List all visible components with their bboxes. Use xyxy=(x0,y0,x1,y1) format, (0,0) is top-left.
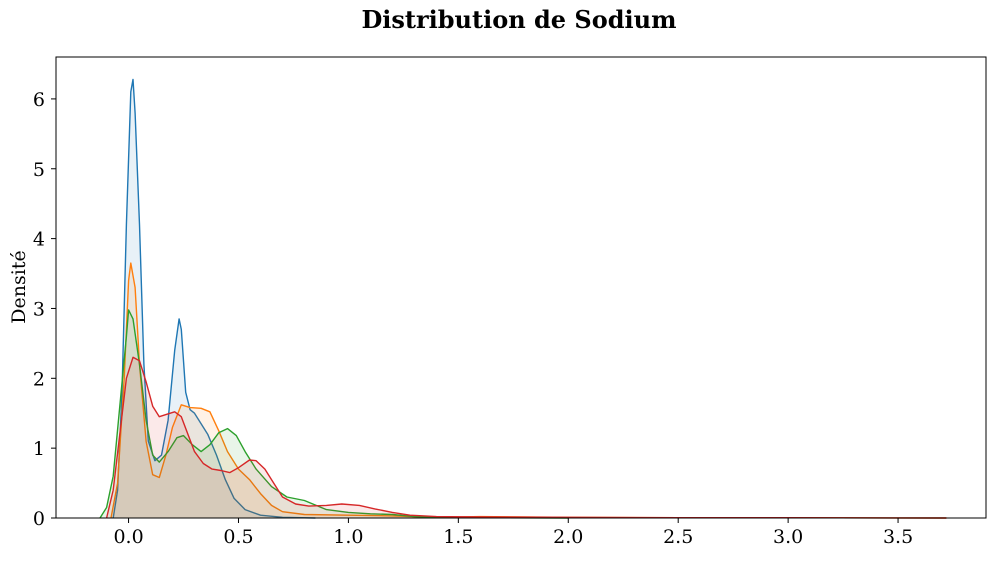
x-tick-label: 0.0 xyxy=(113,526,143,548)
series-3-area xyxy=(100,309,569,518)
x-tick-label: 2.5 xyxy=(663,526,693,548)
y-axis: 0 1 2 3 4 5 6 xyxy=(33,89,56,530)
x-tick-label: 3.0 xyxy=(773,526,803,548)
y-tick-label: 2 xyxy=(33,368,45,390)
x-tick-label: 3.5 xyxy=(883,526,913,548)
series-4-area xyxy=(106,357,947,518)
x-tick-label: 0.5 xyxy=(223,526,253,548)
x-axis: 0.0 0.5 1.0 1.5 2.0 2.5 3.0 3.5 xyxy=(113,518,913,548)
chart-title: Distribution de Sodium xyxy=(361,5,676,34)
y-tick-label: 0 xyxy=(33,508,45,530)
y-tick-label: 1 xyxy=(33,438,45,460)
y-tick-label: 5 xyxy=(33,159,45,181)
series-layer xyxy=(99,78,947,519)
x-tick-label: 2.0 xyxy=(553,526,583,548)
series-1-line xyxy=(112,78,316,519)
series-3-line xyxy=(99,309,569,519)
series-2-area xyxy=(111,263,947,518)
series-4-line xyxy=(105,356,947,519)
y-tick-label: 6 xyxy=(33,89,45,111)
x-tick-label: 1.5 xyxy=(443,526,473,548)
series-1-area xyxy=(113,79,316,519)
x-tick-label: 1.0 xyxy=(333,526,363,548)
y-axis-label: Densité xyxy=(8,250,30,323)
y-tick-label: 3 xyxy=(33,298,45,320)
plot-frame xyxy=(55,56,987,519)
y-tick-label: 4 xyxy=(33,229,45,251)
